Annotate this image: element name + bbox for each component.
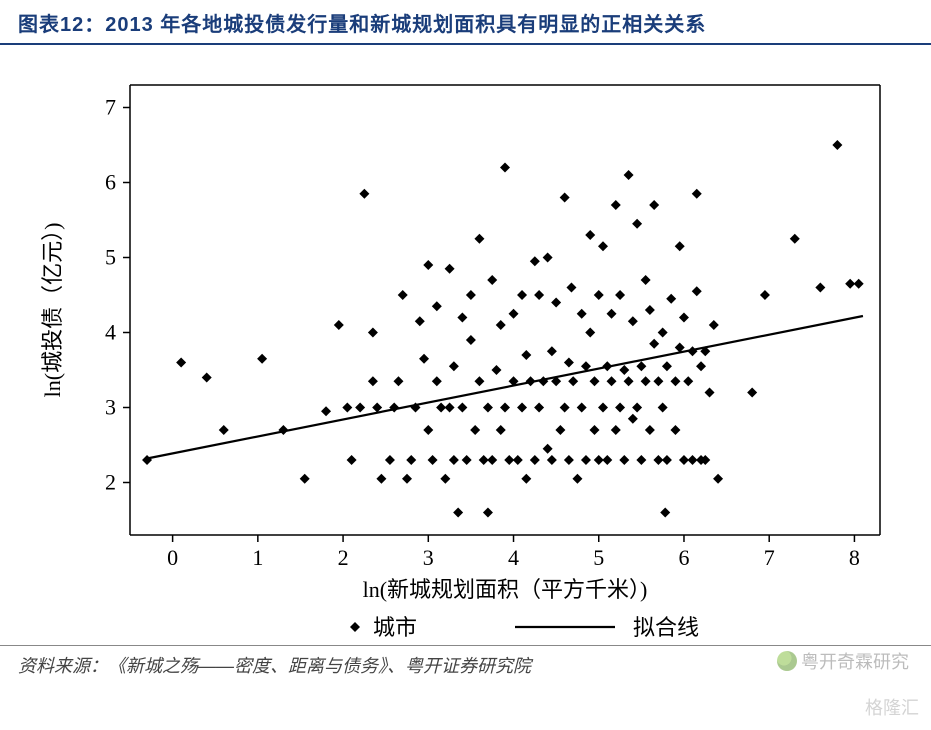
watermark-gelonghui: 格隆汇 [865, 694, 919, 720]
svg-text:6: 6 [678, 545, 689, 570]
svg-text:4: 4 [105, 320, 116, 345]
svg-text:3: 3 [105, 395, 116, 420]
svg-text:拟合线: 拟合线 [633, 615, 699, 640]
watermark-wechat: 粤开奇霖研究 [777, 648, 909, 674]
figure-title-text: 2013 年各地城投债发行量和新城规划面积具有明显的正相关关系 [105, 14, 706, 36]
svg-text:2: 2 [105, 470, 116, 495]
figure-number: 图表12： [18, 14, 105, 36]
svg-text:城市: 城市 [373, 615, 417, 640]
svg-text:5: 5 [593, 545, 604, 570]
watermark-text: 粤开奇霖研究 [801, 648, 909, 674]
svg-text:2: 2 [338, 545, 349, 570]
chart-svg: 0 1 2 3 4 5 6 7 8 2 3 4 5 6 7 ln(新城规划面积（平方千米）) ln(城投债（亿元… [20, 65, 900, 645]
svg-text:1: 1 [252, 545, 263, 570]
source-label: 资料来源： [18, 656, 108, 676]
svg-text:ln(城投债（亿元）): ln(城投债（亿元）) [40, 223, 65, 398]
scatter-chart: 0 1 2 3 4 5 6 7 8 2 3 4 5 6 7 ln(新城规划面积（平方千米）) ln(城投债（亿元… [20, 65, 900, 645]
svg-text:7: 7 [105, 95, 116, 120]
svg-text:4: 4 [508, 545, 519, 570]
svg-text:6: 6 [105, 170, 116, 195]
svg-text:7: 7 [764, 545, 775, 570]
svg-text:ln(新城规划面积（平方千米）): ln(新城规划面积（平方千米）) [363, 577, 648, 602]
svg-text:0: 0 [167, 545, 178, 570]
svg-text:8: 8 [849, 545, 860, 570]
source-text: 《新城之殇——密度、距离与债务》、粤开证券研究院 [108, 656, 531, 676]
svg-text:5: 5 [105, 245, 116, 270]
svg-text:3: 3 [423, 545, 434, 570]
figure-header: 图表12：2013 年各地城投债发行量和新城规划面积具有明显的正相关关系 [0, 0, 931, 45]
wechat-icon [777, 651, 797, 671]
figure-title: 图表12：2013 年各地城投债发行量和新城规划面积具有明显的正相关关系 [18, 14, 706, 36]
